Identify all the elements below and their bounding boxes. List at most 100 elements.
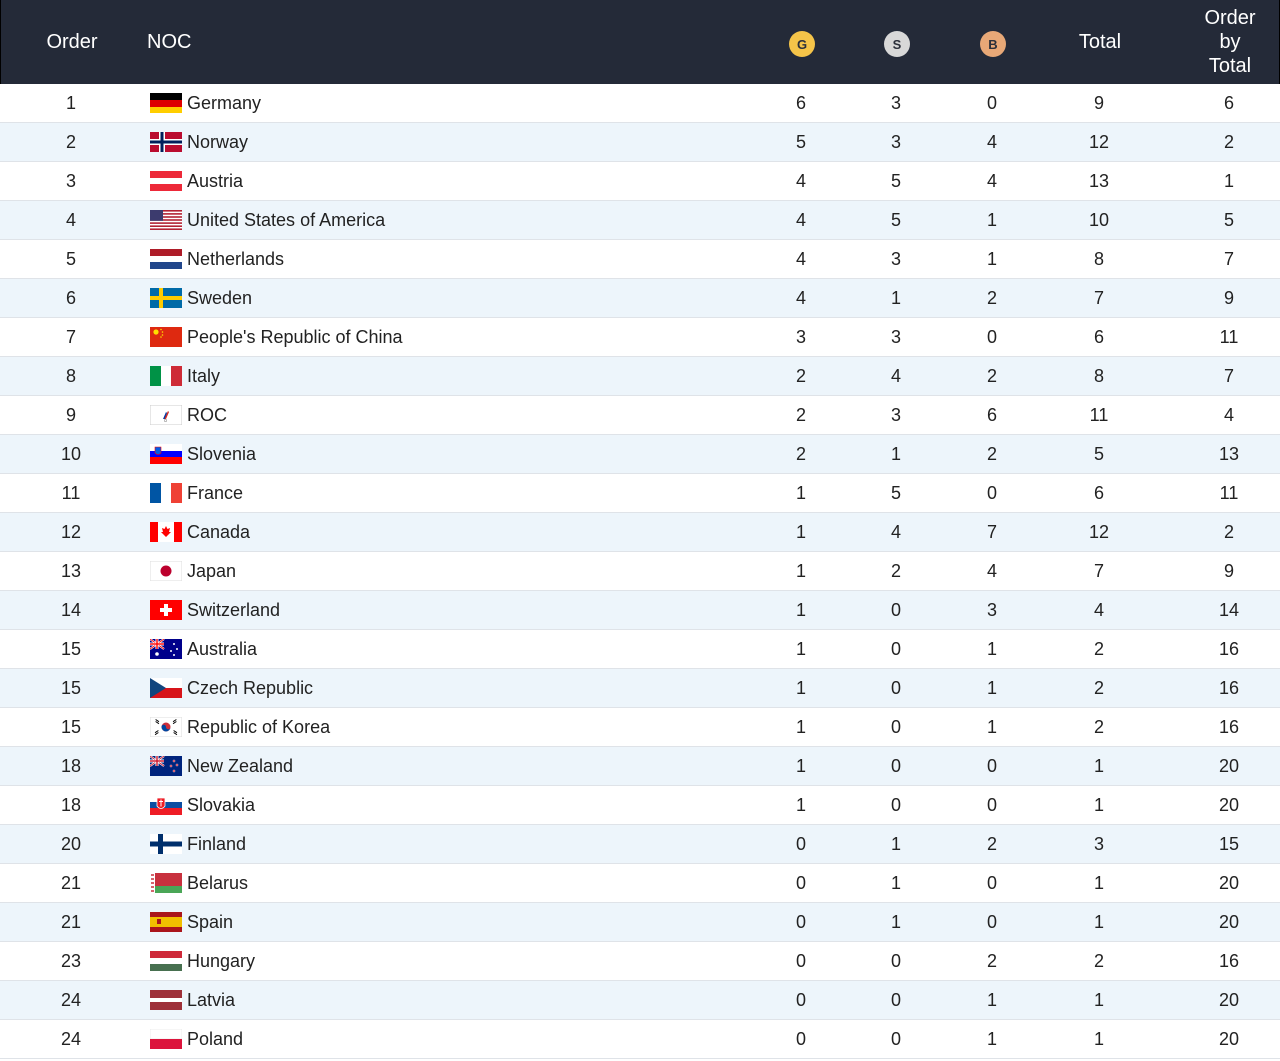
- row-noc-name[interactable]: United States of America: [187, 210, 386, 230]
- row-noc-name[interactable]: Switzerland: [187, 600, 281, 620]
- table-row[interactable]: 5 Netherlands 4 3 1 8 7: [0, 240, 1280, 279]
- row-bronze-count: 1: [986, 249, 997, 269]
- row-total: 2: [1093, 717, 1104, 737]
- row-noc-name[interactable]: Netherlands: [187, 249, 285, 269]
- row-noc-name[interactable]: Republic of Korea: [187, 717, 331, 737]
- china-flag-icon: [150, 327, 182, 347]
- table-row[interactable]: 3 Austria 4 5 4 13 1: [0, 162, 1280, 201]
- row-noc-name[interactable]: France: [187, 483, 244, 503]
- row-noc-name[interactable]: Australia: [187, 639, 258, 659]
- row-noc-name[interactable]: Italy: [187, 366, 221, 386]
- table-row[interactable]: 14 Switzerland 1 0 3 4 14: [0, 591, 1280, 630]
- table-row[interactable]: 20 Finland 0 1 2 3 15: [0, 825, 1280, 864]
- row-silver-count: 3: [890, 249, 901, 269]
- belarus-flag-icon: [150, 873, 182, 893]
- table-row[interactable]: 12 Canada 1 4 7 12 2: [0, 513, 1280, 552]
- row-gold-count: 0: [795, 912, 806, 932]
- japan-flag-icon: [150, 561, 182, 581]
- table-row[interactable]: 13 Japan 1 2 4 7 9: [0, 552, 1280, 591]
- row-silver-count: 0: [890, 951, 901, 971]
- table-row[interactable]: 6 Sweden 4 1 2 7 9: [0, 279, 1280, 318]
- gold-medal-icon[interactable]: G: [789, 31, 815, 57]
- row-bronze-count: 7: [986, 522, 997, 542]
- header-noc[interactable]: NOC: [147, 30, 192, 53]
- row-noc-name[interactable]: Poland: [187, 1029, 244, 1049]
- table-row[interactable]: 18 Slovakia 1 0 0 1 20: [0, 786, 1280, 825]
- table-row[interactable]: 15 Republic of Korea 1 0 1 2 16: [0, 708, 1280, 747]
- table-row[interactable]: 23 Hungary 0 0 2 2 16: [0, 942, 1280, 981]
- row-noc-name[interactable]: Slovenia: [187, 444, 257, 464]
- table-row[interactable]: 15 Czech Republic 1 0 1 2 16: [0, 669, 1280, 708]
- row-bronze-count: 0: [986, 795, 997, 815]
- row-total: 1: [1093, 912, 1104, 932]
- canada-flag-icon: [150, 522, 182, 542]
- row-silver-count: 3: [890, 327, 901, 347]
- table-row[interactable]: 7 People's Republic of China 3 3 0 6 11: [0, 318, 1280, 357]
- italy-flag-icon: [150, 366, 182, 386]
- table-row[interactable]: 11 France 1 5 0 6 11: [0, 474, 1280, 513]
- row-total: 12: [1088, 522, 1110, 542]
- slovakia-flag-icon: [150, 795, 182, 815]
- table-row[interactable]: 9 ROC 2 3 6 11 4: [0, 396, 1280, 435]
- row-order-by-total: 11: [1219, 327, 1239, 347]
- row-total: 1: [1093, 990, 1104, 1010]
- row-order-by-total: 16: [1218, 951, 1240, 971]
- row-bronze-count: 1: [986, 1029, 997, 1049]
- row-gold-count: 0: [795, 990, 806, 1010]
- row-order: 8: [65, 366, 76, 386]
- row-noc-name[interactable]: Sweden: [187, 288, 253, 308]
- row-order: 23: [60, 951, 82, 971]
- silver-medal-icon[interactable]: S: [884, 31, 910, 57]
- table-row[interactable]: 24 Poland 0 0 1 1 20: [0, 1020, 1280, 1059]
- row-order: 1: [65, 93, 76, 113]
- row-bronze-count: 2: [986, 366, 997, 386]
- row-noc-name[interactable]: Japan: [187, 561, 237, 581]
- row-noc-name[interactable]: Spain: [187, 912, 234, 932]
- row-bronze-count: 4: [986, 171, 997, 191]
- latvia-flag-icon: [150, 990, 182, 1010]
- row-order: 11: [61, 483, 81, 503]
- table-row[interactable]: 15 Australia 1 0 1 2 16: [0, 630, 1280, 669]
- table-row[interactable]: 8 Italy 2 4 2 8 7: [0, 357, 1280, 396]
- row-gold-count: 1: [795, 561, 806, 581]
- row-noc-name[interactable]: Czech Republic: [187, 678, 314, 698]
- table-row[interactable]: 21 Spain 0 1 0 1 20: [0, 903, 1280, 942]
- header-order-by-total-line: Order: [1204, 7, 1256, 29]
- row-order: 10: [60, 444, 82, 464]
- row-order: 2: [65, 132, 76, 152]
- table-row[interactable]: 24 Latvia 0 0 1 1 20: [0, 981, 1280, 1020]
- row-noc-name[interactable]: Latvia: [187, 990, 236, 1010]
- table-row[interactable]: 10 Slovenia 2 1 2 5 13: [0, 435, 1280, 474]
- table-row[interactable]: 2 Norway 5 3 4 12 2: [0, 123, 1280, 162]
- header-order-by-total[interactable]: Order by Total: [1191, 0, 1269, 84]
- row-noc-name[interactable]: ROC: [187, 405, 227, 425]
- row-order-by-total: 2: [1223, 132, 1234, 152]
- row-noc-name[interactable]: Belarus: [187, 873, 249, 893]
- row-total: 1: [1093, 873, 1104, 893]
- row-bronze-count: 2: [986, 834, 997, 854]
- row-noc-name[interactable]: Finland: [187, 834, 247, 854]
- row-noc-name[interactable]: Austria: [187, 171, 244, 191]
- new-zealand-flag-icon: [150, 756, 182, 776]
- bronze-medal-icon[interactable]: B: [980, 31, 1006, 57]
- row-bronze-count: 0: [986, 873, 997, 893]
- row-noc-name[interactable]: Canada: [187, 522, 251, 542]
- table-row[interactable]: 1 Germany 6 3 0 9 6: [0, 84, 1280, 123]
- table-row[interactable]: 21 Belarus 0 1 0 1 20: [0, 864, 1280, 903]
- row-noc-name[interactable]: Norway: [187, 132, 249, 152]
- row-noc-name[interactable]: New Zealand: [187, 756, 294, 776]
- header-total[interactable]: Total: [1078, 30, 1122, 53]
- row-order-by-total: 16: [1218, 678, 1240, 698]
- table-row[interactable]: 18 New Zealand 1 0 0 1 20: [0, 747, 1280, 786]
- header-order[interactable]: Order: [46, 30, 98, 53]
- row-order: 12: [60, 522, 82, 542]
- row-order: 18: [60, 795, 82, 815]
- row-noc-name[interactable]: People's Republic of China: [187, 327, 403, 347]
- row-order: 21: [60, 873, 82, 893]
- row-noc-name[interactable]: Germany: [187, 93, 262, 113]
- row-noc-name[interactable]: Slovakia: [187, 795, 256, 815]
- row-noc-name[interactable]: Hungary: [187, 951, 256, 971]
- row-order: 18: [60, 756, 82, 776]
- table-row[interactable]: 4 United States of America 4 5 1 10 5: [0, 201, 1280, 240]
